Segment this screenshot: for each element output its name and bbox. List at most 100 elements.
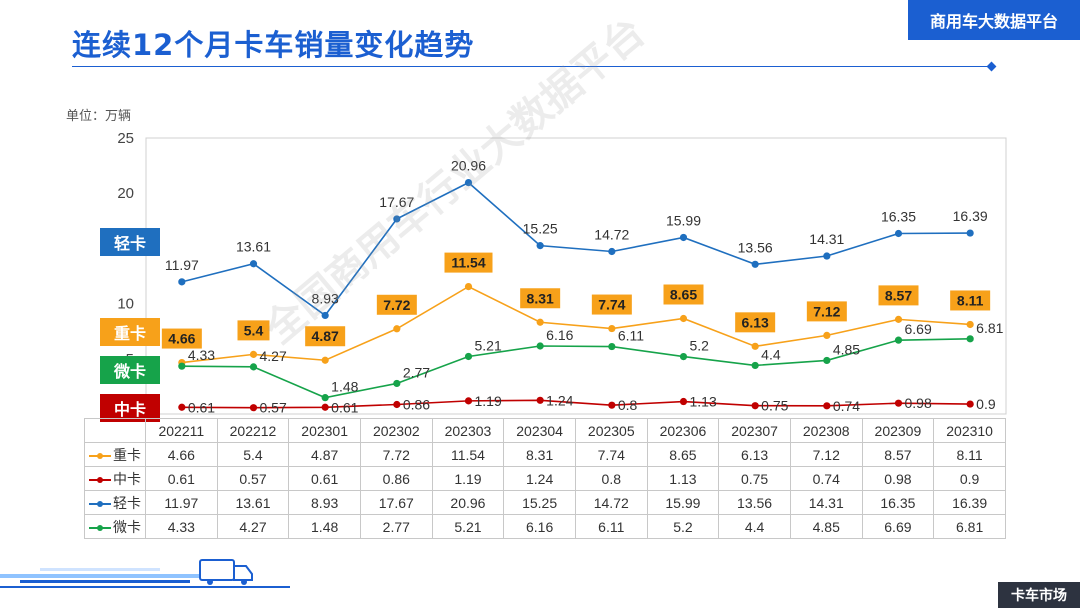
table-column-header: 202302 (359, 418, 433, 443)
data-point (966, 400, 974, 408)
data-point (393, 400, 401, 409)
table-cell: 4.33 (145, 514, 218, 539)
table-cell: 7.12 (789, 442, 863, 467)
data-label: 7.72 (383, 297, 410, 313)
data-label: 7.74 (598, 297, 625, 313)
data-point (536, 242, 544, 250)
table-cell: 0.61 (145, 466, 218, 491)
legend-line-icon (89, 523, 111, 533)
table-column-header: 202310 (933, 418, 1006, 443)
data-label-box (735, 312, 776, 333)
table-cell: 6.11 (574, 514, 648, 539)
data-point (823, 252, 831, 260)
data-point (464, 179, 473, 187)
table-cell: 6.16 (503, 514, 576, 539)
table-column-header: 202301 (288, 418, 361, 443)
title-underline (72, 66, 992, 67)
table-cell: 2.77 (359, 514, 433, 539)
data-point (894, 399, 903, 407)
data-label-box (305, 326, 346, 347)
data-label: 15.25 (523, 221, 558, 237)
data-point (608, 401, 616, 409)
data-label: 8.31 (527, 290, 554, 306)
data-label-box (663, 284, 704, 305)
table-cell: 17.67 (359, 490, 433, 515)
table-cell: 0.75 (718, 466, 791, 491)
table-cell: 0.9 (933, 466, 1006, 491)
data-point (966, 335, 974, 343)
table-cell: 14.72 (574, 490, 648, 515)
table-cell: 8.57 (861, 442, 935, 467)
table-column-header: 202304 (503, 418, 576, 443)
data-label: 1.48 (331, 379, 358, 395)
table-cell: 0.57 (216, 466, 290, 491)
y-tick-label: 20 (117, 185, 134, 202)
data-label: 1.24 (546, 392, 573, 408)
series-line-2 (181, 181, 971, 317)
data-point (823, 331, 831, 339)
legend-line-icon (89, 499, 111, 509)
table-cell: 8.11 (933, 442, 1006, 467)
table-row-label: 中卡 (113, 470, 141, 487)
data-label: 4.27 (260, 348, 287, 364)
data-label: 0.86 (403, 397, 430, 413)
data-label: 4.33 (188, 347, 215, 363)
table-cell: 5.2 (646, 514, 720, 539)
legend-line-icon (89, 475, 111, 485)
data-point (608, 342, 616, 351)
data-label: 0.61 (188, 399, 215, 415)
table-cell: 11.54 (431, 442, 505, 467)
table-row-header: 重卡 (84, 442, 146, 467)
data-label: 13.56 (738, 239, 773, 255)
table-row: 微卡 4.33 4.27 1.48 2.77 5.21 6.16 6.11 5.2 4.4 4.85… (84, 514, 1006, 539)
table-column-header: 202308 (789, 418, 863, 443)
table-row-label: 微卡 (113, 518, 141, 535)
data-point (249, 350, 258, 358)
table-cell: 13.61 (216, 490, 290, 515)
table-cell: 0.74 (789, 466, 863, 491)
table-row-label: 重卡 (113, 446, 141, 463)
table-cell: 0.8 (574, 466, 648, 491)
series-line-3 (181, 338, 971, 399)
table-row: 重卡 4.66 5.4 4.87 7.72 11.54 8.31 7.74 8.65 6.13 7.… (84, 442, 1006, 467)
data-label: 5.2 (690, 338, 710, 354)
page-title: 连续12个月卡车销量变化趋势 (72, 28, 475, 62)
data-point (393, 325, 401, 333)
plot-frame (145, 137, 1007, 415)
data-point (751, 361, 759, 370)
table-cell: 11.97 (145, 490, 218, 515)
data-point (679, 352, 688, 361)
data-point (966, 229, 974, 237)
data-point (249, 363, 258, 371)
series-tag-heavy: 重卡 (100, 318, 160, 346)
data-point (894, 336, 903, 344)
data-label-box (591, 294, 632, 315)
data-label: 13.61 (236, 239, 271, 255)
table-cell: 0.98 (861, 466, 935, 491)
table-column-header: 202211 (145, 418, 218, 443)
data-label: 6.13 (742, 314, 769, 330)
table-cell: 14.31 (789, 490, 863, 515)
data-point (679, 397, 688, 406)
data-label: 7.12 (813, 303, 840, 319)
table-cell: 16.39 (933, 490, 1006, 515)
data-label-box (376, 294, 417, 315)
y-tick-label: 25 (117, 130, 134, 147)
table-cell: 4.27 (216, 514, 290, 539)
data-point (393, 379, 401, 388)
table-header-row: 202211 202212 202301 202302 202303 202304 2023… (84, 418, 1006, 443)
data-label: 4.66 (168, 331, 195, 347)
data-label: 6.11 (618, 328, 644, 344)
data-label-box (161, 328, 202, 349)
table-column-header: 202305 (574, 418, 648, 443)
data-label: 14.31 (809, 231, 844, 247)
data-label: 2.77 (403, 364, 430, 380)
table-cell: 8.65 (646, 442, 720, 467)
data-label: 4.85 (833, 341, 860, 357)
table-column-header: 202212 (216, 418, 290, 443)
data-label: 14.72 (594, 226, 629, 242)
data-point (966, 320, 974, 329)
table-cell: 1.19 (431, 466, 505, 491)
data-point (464, 397, 473, 405)
